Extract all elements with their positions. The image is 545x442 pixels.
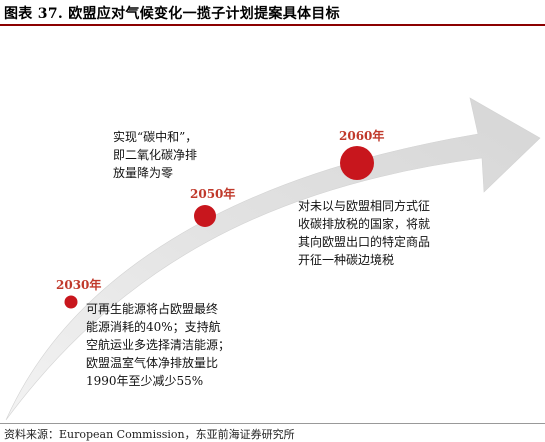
source-note: 资料来源：European Commission，东亚前海证券研究所 [4,428,295,441]
timeline-diagram [5,97,541,421]
footer-divider [0,423,545,424]
timeline-arrow [5,97,541,421]
milestone-year-2060: 2060年 [339,129,385,143]
milestone-year-2030: 2030年 [56,278,102,292]
figure-title: 图表 37. 欧盟应对气候变化一揽子计划提案具体目标 [4,6,340,22]
milestone-dot-2060 [340,146,374,180]
milestone-text-2060: 对未以与欧盟相同方式征 收碳排放税的国家，将就 其向欧盟出口的特定商品 开征一种… [298,199,431,267]
milestone-text-2050: 实现“碳中和”， 即二氧化碳净排 放量降为零 [113,130,198,180]
title-divider [0,24,545,26]
milestone-dot-2030 [64,295,78,309]
milestone-year-2050: 2050年 [190,187,236,201]
milestone-text-2030: 可再生能源将占欧盟最终 能源消耗的40%；支持航 空航运业多选择清洁能源； 欧盟… [86,302,231,388]
milestone-dot-2050 [194,205,216,227]
